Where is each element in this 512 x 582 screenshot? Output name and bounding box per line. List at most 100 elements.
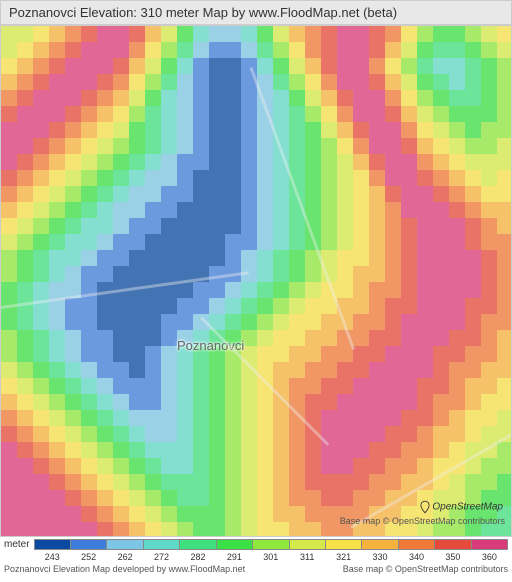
- legend-swatch: 252: [70, 539, 106, 550]
- elevation-cell: [305, 170, 321, 186]
- elevation-cell: [241, 426, 257, 442]
- elevation-cell: [113, 138, 129, 154]
- elevation-cell: [113, 410, 129, 426]
- elevation-cell: [65, 170, 81, 186]
- elevation-cell: [209, 282, 225, 298]
- elevation-cell: [305, 394, 321, 410]
- elevation-cell: [305, 58, 321, 74]
- elevation-cell: [241, 26, 257, 42]
- elevation-cell: [129, 378, 145, 394]
- elevation-cell: [353, 218, 369, 234]
- elevation-cell: [353, 314, 369, 330]
- elevation-cell: [497, 74, 512, 90]
- elevation-cell: [225, 74, 241, 90]
- elevation-cell: [497, 458, 512, 474]
- elevation-cell: [497, 474, 512, 490]
- elevation-cell: [401, 202, 417, 218]
- elevation-cell: [129, 298, 145, 314]
- elevation-cell: [225, 362, 241, 378]
- elevation-cell: [113, 458, 129, 474]
- elevation-cell: [401, 106, 417, 122]
- elevation-cell: [161, 202, 177, 218]
- elevation-cell: [161, 250, 177, 266]
- elevation-cell: [353, 186, 369, 202]
- elevation-cell: [177, 250, 193, 266]
- elevation-cell: [385, 298, 401, 314]
- elevation-cell: [225, 458, 241, 474]
- elevation-cell: [1, 394, 17, 410]
- elevation-cell: [353, 234, 369, 250]
- elevation-cell: [65, 298, 81, 314]
- elevation-cell: [497, 138, 512, 154]
- elevation-cell: [1, 410, 17, 426]
- elevation-cell: [161, 74, 177, 90]
- elevation-cell: [177, 42, 193, 58]
- elevation-cell: [65, 218, 81, 234]
- elevation-cell: [385, 394, 401, 410]
- elevation-cell: [81, 426, 97, 442]
- elevation-cell: [33, 106, 49, 122]
- elevation-cell: [449, 442, 465, 458]
- elevation-cell: [481, 410, 497, 426]
- elevation-cell: [65, 378, 81, 394]
- elevation-cell: [241, 442, 257, 458]
- elevation-cell: [49, 506, 65, 522]
- elevation-cell: [433, 330, 449, 346]
- elevation-cell: [337, 490, 353, 506]
- elevation-cell: [305, 138, 321, 154]
- legend-swatch: 301: [252, 539, 288, 550]
- elevation-cell: [145, 74, 161, 90]
- elevation-cell: [113, 250, 129, 266]
- legend-unit: meter: [4, 539, 30, 550]
- elevation-cell: [193, 282, 209, 298]
- elevation-cell: [81, 330, 97, 346]
- elevation-cell: [113, 42, 129, 58]
- legend-value: 350: [445, 552, 460, 562]
- elevation-cell: [481, 106, 497, 122]
- elevation-cell: [129, 122, 145, 138]
- elevation-cell: [321, 218, 337, 234]
- elevation-cell: [209, 474, 225, 490]
- elevation-cell: [225, 282, 241, 298]
- elevation-cell: [481, 394, 497, 410]
- elevation-cell: [161, 106, 177, 122]
- elevation-cell: [289, 442, 305, 458]
- elevation-cell: [145, 314, 161, 330]
- elevation-cell: [305, 26, 321, 42]
- elevation-cell: [33, 234, 49, 250]
- elevation-cell: [449, 202, 465, 218]
- elevation-cell: [129, 26, 145, 42]
- elevation-cell: [145, 186, 161, 202]
- elevation-cell: [465, 266, 481, 282]
- elevation-cell: [1, 362, 17, 378]
- elevation-cell: [497, 154, 512, 170]
- elevation-cell: [129, 346, 145, 362]
- elevation-cell: [145, 58, 161, 74]
- elevation-cell: [273, 362, 289, 378]
- elevation-cell: [289, 42, 305, 58]
- elevation-cell: [17, 218, 33, 234]
- elevation-cell: [337, 42, 353, 58]
- elevation-cell: [481, 202, 497, 218]
- elevation-cell: [305, 266, 321, 282]
- elevation-cell: [33, 218, 49, 234]
- elevation-cell: [17, 314, 33, 330]
- elevation-cell: [1, 282, 17, 298]
- elevation-cell: [1, 346, 17, 362]
- elevation-cell: [81, 234, 97, 250]
- elevation-cell: [33, 362, 49, 378]
- elevation-cell: [497, 314, 512, 330]
- elevation-cell: [353, 490, 369, 506]
- elevation-cell: [97, 330, 113, 346]
- elevation-cell: [145, 426, 161, 442]
- elevation-cell: [289, 314, 305, 330]
- elevation-cell: [225, 426, 241, 442]
- elevation-cell: [161, 186, 177, 202]
- elevation-cell: [305, 282, 321, 298]
- elevation-cell: [497, 90, 512, 106]
- elevation-cell: [449, 186, 465, 202]
- elevation-cell: [65, 90, 81, 106]
- elevation-cell: [209, 58, 225, 74]
- elevation-cell: [337, 458, 353, 474]
- elevation-cell: [161, 330, 177, 346]
